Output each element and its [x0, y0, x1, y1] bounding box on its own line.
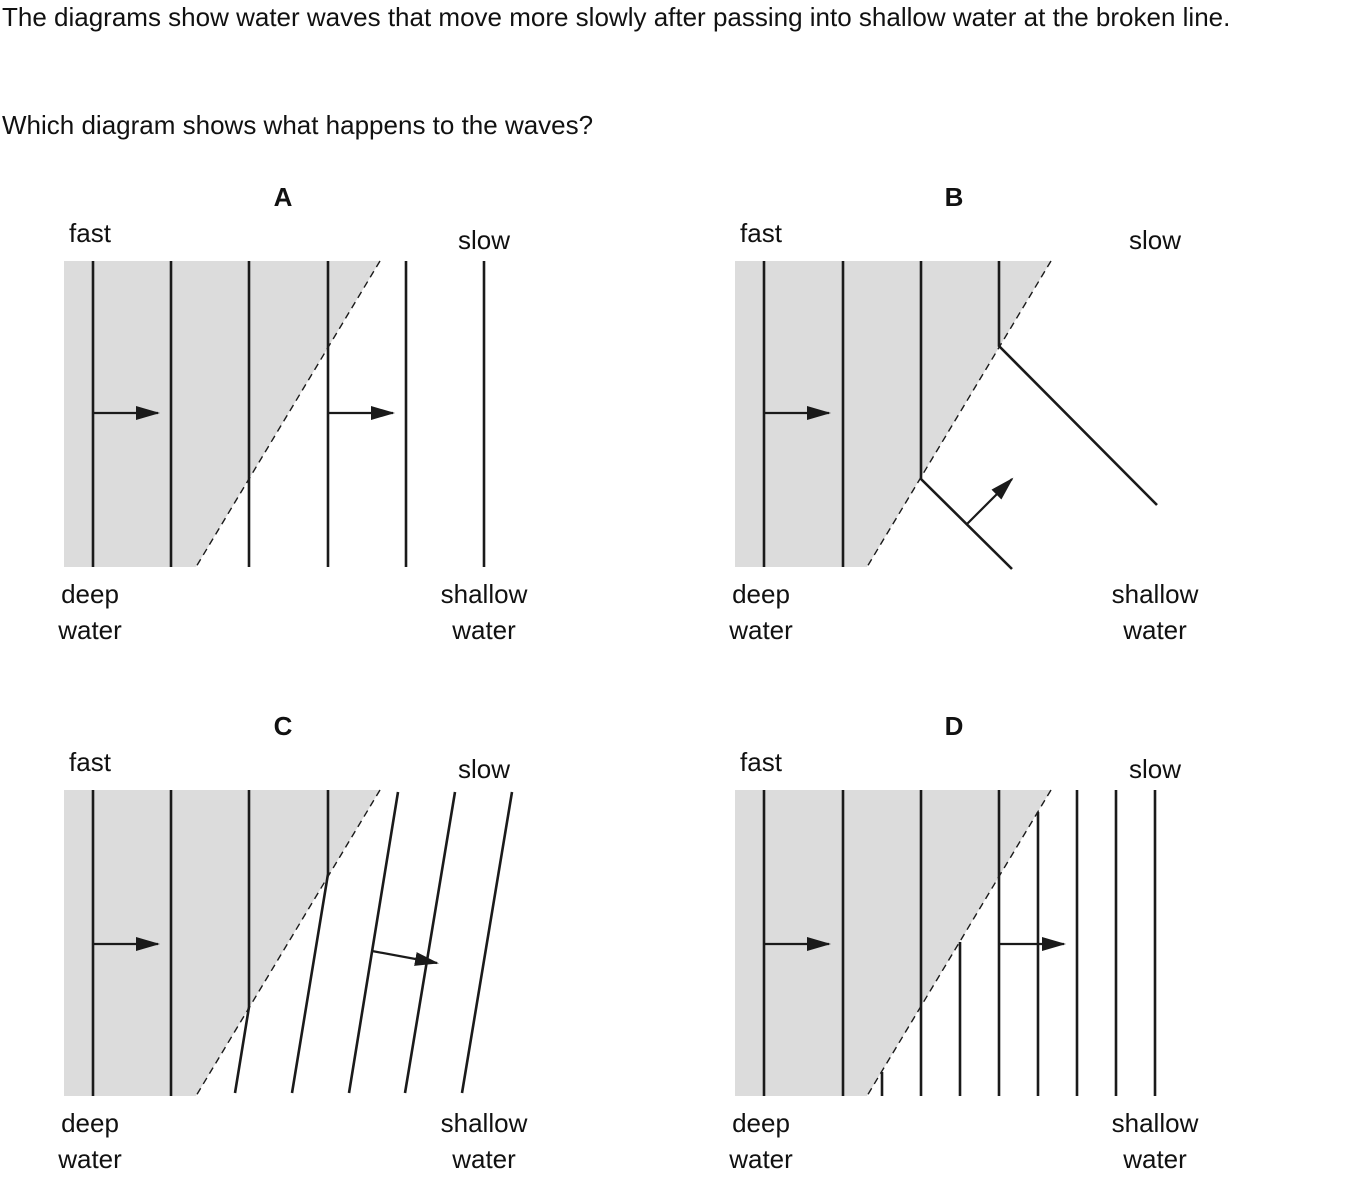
shallow-water-label-a: water	[451, 615, 516, 645]
wavefront-b-3	[919, 261, 1013, 570]
wavefront-c-6	[403, 791, 457, 1094]
question-prompt: Which diagram shows what happens to the …	[2, 110, 594, 140]
direction-arrow-c-2	[371, 949, 439, 966]
shallow-water-label-c: water	[451, 1144, 516, 1174]
shallow-label-a: shallow	[441, 579, 528, 609]
deep-water-region-c	[64, 790, 380, 1096]
wavefront-c-4	[290, 790, 330, 1094]
deep-water-label-d: water	[728, 1144, 793, 1174]
fast-label-b: fast	[740, 218, 783, 248]
deep-water-label-a: water	[57, 615, 122, 645]
question-text: The diagrams show water waves that move …	[2, 2, 1231, 32]
diagram-d: D fast slow deep water shallow water	[728, 711, 1198, 1174]
shallow-water-label-d: water	[1122, 1144, 1187, 1174]
option-letter-d: D	[945, 711, 964, 741]
diagram-b: B fast slow deep water shallow water	[728, 182, 1198, 645]
option-letter-c: C	[274, 711, 293, 741]
deep-water-label-c: water	[57, 1144, 122, 1174]
wavefront-c-5	[347, 791, 400, 1094]
slow-label-b: slow	[1129, 225, 1181, 255]
fast-label-d: fast	[740, 747, 783, 777]
diagram-a: A fast slow deep water shallow water	[57, 182, 527, 645]
direction-arrow-b-2	[966, 477, 1014, 525]
slow-label-c: slow	[458, 754, 510, 784]
deep-label-a: deep	[61, 579, 119, 609]
option-letter-b: B	[945, 182, 964, 212]
deep-label-c: deep	[61, 1108, 119, 1138]
option-letter-a: A	[274, 182, 293, 212]
slow-label-d: slow	[1129, 754, 1181, 784]
shallow-water-label-b: water	[1122, 615, 1187, 645]
shallow-label-d: shallow	[1112, 1108, 1199, 1138]
shallow-label-c: shallow	[441, 1108, 528, 1138]
deep-label-d: deep	[732, 1108, 790, 1138]
deep-water-region-a	[64, 261, 380, 567]
shallow-label-b: shallow	[1112, 579, 1199, 609]
deep-label-b: deep	[732, 579, 790, 609]
deep-water-label-b: water	[728, 615, 793, 645]
wavefront-b-4	[997, 261, 1158, 506]
wavefront-c-3	[233, 790, 251, 1094]
deep-water-region-d	[735, 790, 1051, 1096]
wavefront-c-7	[460, 791, 514, 1094]
slow-label-a: slow	[458, 225, 510, 255]
fast-label-a: fast	[69, 218, 112, 248]
deep-water-region-b	[735, 261, 1051, 567]
fast-label-c: fast	[69, 747, 112, 777]
diagram-c: C fast slow deep water shallow water	[57, 711, 527, 1174]
